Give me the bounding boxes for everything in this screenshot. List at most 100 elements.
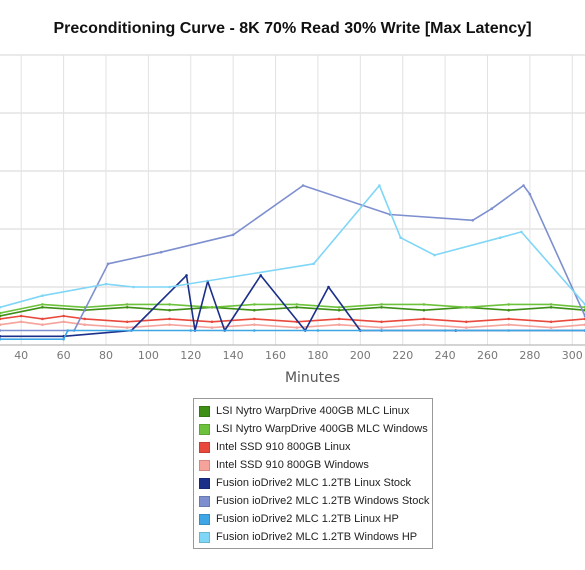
series-8-point: [378, 184, 381, 187]
x-tick-label: 60: [57, 349, 71, 362]
series-2-point: [210, 306, 214, 309]
series-4-point: [422, 323, 426, 327]
legend-swatch: [199, 513, 210, 525]
series-3-point: [253, 317, 256, 321]
series-4-point: [19, 320, 23, 324]
series-2-point: [41, 303, 44, 306]
x-tick-label: 300: [562, 349, 583, 362]
series-8-point: [168, 285, 171, 289]
series-5-point: [327, 285, 330, 289]
series-3-point: [465, 320, 468, 324]
series-4-point: [507, 323, 510, 327]
legend-item: LSI Nytro WarpDrive 400GB MLC Windows: [194, 420, 432, 438]
series-1-point: [295, 306, 299, 309]
series-4-point: [83, 323, 87, 327]
series-3-point: [19, 314, 23, 318]
x-tick-label: 180: [307, 349, 328, 362]
x-tick-label: 280: [519, 349, 540, 362]
legend-swatch: [199, 423, 210, 435]
legend-swatch: [199, 531, 210, 543]
series-5-point: [259, 274, 263, 277]
series-4-point: [465, 326, 468, 329]
series-4-point: [380, 326, 383, 329]
x-tick-label: 40: [14, 349, 28, 362]
x-tick-label: 200: [350, 349, 371, 362]
series-7-point: [0, 337, 2, 341]
series-2-point: [168, 303, 171, 306]
series-5-point: [185, 274, 188, 277]
legend-item: Intel SSD 910 800GB Linux: [194, 438, 432, 456]
series-1-point: [337, 308, 341, 312]
series-4-point: [253, 323, 256, 327]
series-2-point: [465, 306, 468, 309]
series-2-point: [507, 303, 510, 306]
series-3-point: [62, 314, 65, 318]
series-3-point: [549, 320, 553, 324]
series-4-point: [210, 326, 214, 329]
series-line-6: [0, 184, 585, 332]
legend-swatch: [199, 441, 210, 453]
series-1-point: [507, 308, 510, 312]
series-6-point: [0, 329, 2, 332]
legend-swatch: [199, 477, 210, 489]
legend-label: LSI Nytro WarpDrive 400GB MLC Windows: [216, 423, 428, 435]
series-3-point: [168, 317, 171, 321]
series-8-point: [399, 236, 402, 239]
series-2-point: [253, 303, 256, 306]
series-8-point: [312, 262, 315, 266]
series-6-point: [528, 192, 532, 196]
series-7-point: [66, 329, 70, 332]
series-5-point: [0, 335, 2, 338]
series-8-point: [41, 294, 44, 298]
x-tick-label: 260: [477, 349, 498, 362]
series-7-point: [380, 329, 383, 332]
legend-item: Fusion ioDrive2 MLC 1.2TB Linux HP: [194, 510, 432, 528]
chart-title: Preconditioning Curve - 8K 70% Read 30% …: [53, 20, 532, 37]
series-3-point: [41, 317, 44, 321]
series-4-point: [549, 326, 553, 329]
legend-swatch: [199, 495, 210, 507]
series-4-point: [125, 326, 129, 329]
series-1-point: [549, 306, 553, 309]
series-2-point: [125, 303, 129, 306]
series-7-point: [253, 329, 256, 332]
series-1-point: [41, 306, 44, 309]
series-7-point: [443, 329, 447, 332]
series-8-point: [498, 236, 502, 239]
legend-label: Fusion ioDrive2 MLC 1.2TB Windows HP: [216, 531, 418, 543]
legend-label: Fusion ioDrive2 MLC 1.2TB Linux HP: [216, 513, 399, 525]
legend-label: Intel SSD 910 800GB Linux: [216, 441, 351, 453]
series-7-point: [189, 329, 193, 332]
series-6-point: [231, 233, 235, 237]
x-tick-label: 220: [392, 349, 413, 362]
series-4-point: [0, 323, 2, 326]
series-6-point: [106, 262, 110, 266]
series-7-point: [507, 329, 510, 332]
series-7-point: [316, 329, 320, 332]
legend-swatch: [199, 405, 210, 417]
series-7-point: [62, 337, 65, 341]
legend-item: Intel SSD 910 800GB Windows: [194, 456, 432, 474]
legend: LSI Nytro WarpDrive 400GB MLC Linux LSI N…: [193, 398, 433, 549]
series-4-point: [168, 323, 171, 327]
x-tick-label: 80: [99, 349, 113, 362]
series-1-point: [253, 308, 256, 312]
series-6-point: [522, 184, 525, 187]
series-1-point: [422, 308, 426, 312]
series-8-point: [104, 282, 108, 286]
series-3-point: [337, 317, 341, 321]
series-2-point: [380, 303, 383, 306]
series-2-point: [337, 306, 341, 309]
legend-label: Intel SSD 910 800GB Windows: [216, 459, 369, 471]
series-7-point: [130, 329, 133, 332]
series-8-point: [0, 306, 2, 309]
legend-item: Fusion ioDrive2 MLC 1.2TB Windows Stock: [194, 492, 432, 510]
series-6-point: [490, 207, 494, 210]
series-8-point: [433, 253, 436, 257]
legend-item: Fusion ioDrive2 MLC 1.2TB Windows HP: [194, 528, 432, 546]
series-3-point: [422, 317, 426, 321]
series-1-point: [125, 306, 129, 309]
series-8-point: [520, 230, 523, 234]
legend-label: Fusion ioDrive2 MLC 1.2TB Linux Stock: [216, 477, 412, 489]
series-1-point: [380, 306, 383, 309]
